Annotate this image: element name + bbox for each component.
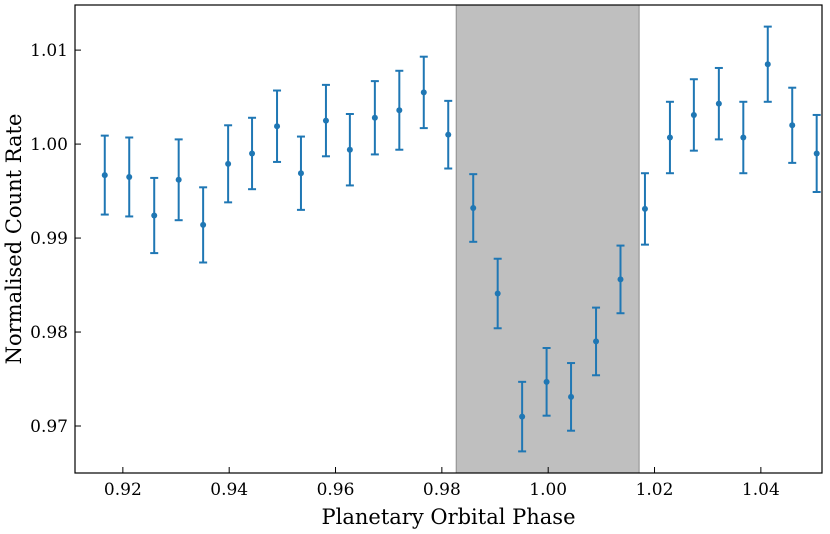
data-marker	[789, 122, 796, 129]
data-point	[469, 173, 478, 243]
data-marker	[715, 100, 722, 107]
data-layer	[100, 25, 821, 453]
data-marker	[470, 204, 477, 211]
data-point	[714, 66, 723, 141]
data-point	[518, 380, 527, 453]
data-marker	[593, 338, 600, 345]
data-marker	[813, 150, 820, 157]
data-marker	[396, 107, 403, 114]
data-marker	[690, 111, 697, 118]
data-point	[273, 89, 282, 163]
data-marker	[494, 290, 501, 297]
data-marker	[225, 160, 232, 167]
y-tick-label: 0.98	[30, 323, 68, 343]
y-tick-label: 0.97	[30, 417, 68, 437]
data-point	[567, 362, 576, 432]
data-point	[542, 347, 551, 417]
x-tick-label: 0.94	[210, 480, 248, 500]
data-point	[419, 55, 428, 130]
data-point	[592, 306, 601, 377]
data-point	[395, 69, 404, 151]
transit-shaded-region	[455, 4, 640, 474]
data-point	[616, 244, 625, 315]
data-marker	[543, 378, 550, 385]
data-point	[493, 257, 502, 330]
data-marker	[740, 134, 747, 141]
data-point	[345, 113, 354, 187]
data-point	[248, 116, 257, 191]
data-marker	[568, 393, 575, 400]
data-point	[199, 186, 208, 264]
data-point	[125, 136, 134, 218]
data-marker	[151, 212, 158, 219]
data-marker	[445, 131, 452, 138]
x-tick-label: 1.04	[742, 480, 780, 500]
data-point	[321, 83, 330, 158]
data-marker	[617, 276, 624, 283]
data-marker	[641, 205, 648, 212]
x-tick-label: 1.02	[636, 480, 674, 500]
data-marker	[175, 176, 182, 183]
plot-frame	[74, 4, 823, 474]
data-point	[689, 78, 698, 152]
data-point	[812, 113, 821, 194]
y-tick-label: 0.99	[30, 229, 68, 249]
x-tick-label: 0.98	[423, 480, 461, 500]
y-tick-label: 1.01	[30, 41, 68, 61]
data-marker	[666, 134, 673, 141]
data-point	[640, 172, 649, 246]
data-point	[444, 99, 453, 170]
data-point	[296, 135, 305, 211]
data-point	[665, 100, 674, 175]
data-marker	[371, 114, 378, 121]
data-point	[370, 80, 379, 156]
x-tick-label: 0.92	[104, 480, 142, 500]
data-marker	[200, 221, 207, 228]
data-marker	[101, 172, 108, 179]
data-point	[739, 100, 748, 175]
data-marker	[420, 89, 427, 96]
x-tick-label: 1.00	[529, 480, 567, 500]
data-point	[174, 138, 183, 222]
data-marker	[764, 61, 771, 68]
tick-layer: 0.92 0.94 0.96 0.98 1.00 1.02 1.04 0.97 0.98 0.99…	[30, 41, 780, 500]
data-point	[100, 134, 109, 216]
data-marker	[126, 173, 133, 180]
y-tick-label: 1.00	[30, 135, 68, 155]
data-marker	[322, 117, 329, 124]
data-point	[224, 124, 233, 204]
data-point	[763, 25, 772, 103]
data-marker	[297, 170, 304, 177]
data-point	[788, 86, 797, 164]
x-axis-label: Planetary Orbital Phase	[322, 505, 576, 529]
data-point	[150, 176, 159, 255]
data-marker	[519, 413, 526, 420]
shaded-region-layer	[455, 4, 640, 474]
data-marker	[274, 123, 281, 130]
data-marker	[249, 150, 256, 157]
data-marker	[346, 146, 353, 153]
y-axis-label: Normalised Count Rate	[2, 114, 26, 365]
x-tick-label: 0.96	[317, 480, 355, 500]
